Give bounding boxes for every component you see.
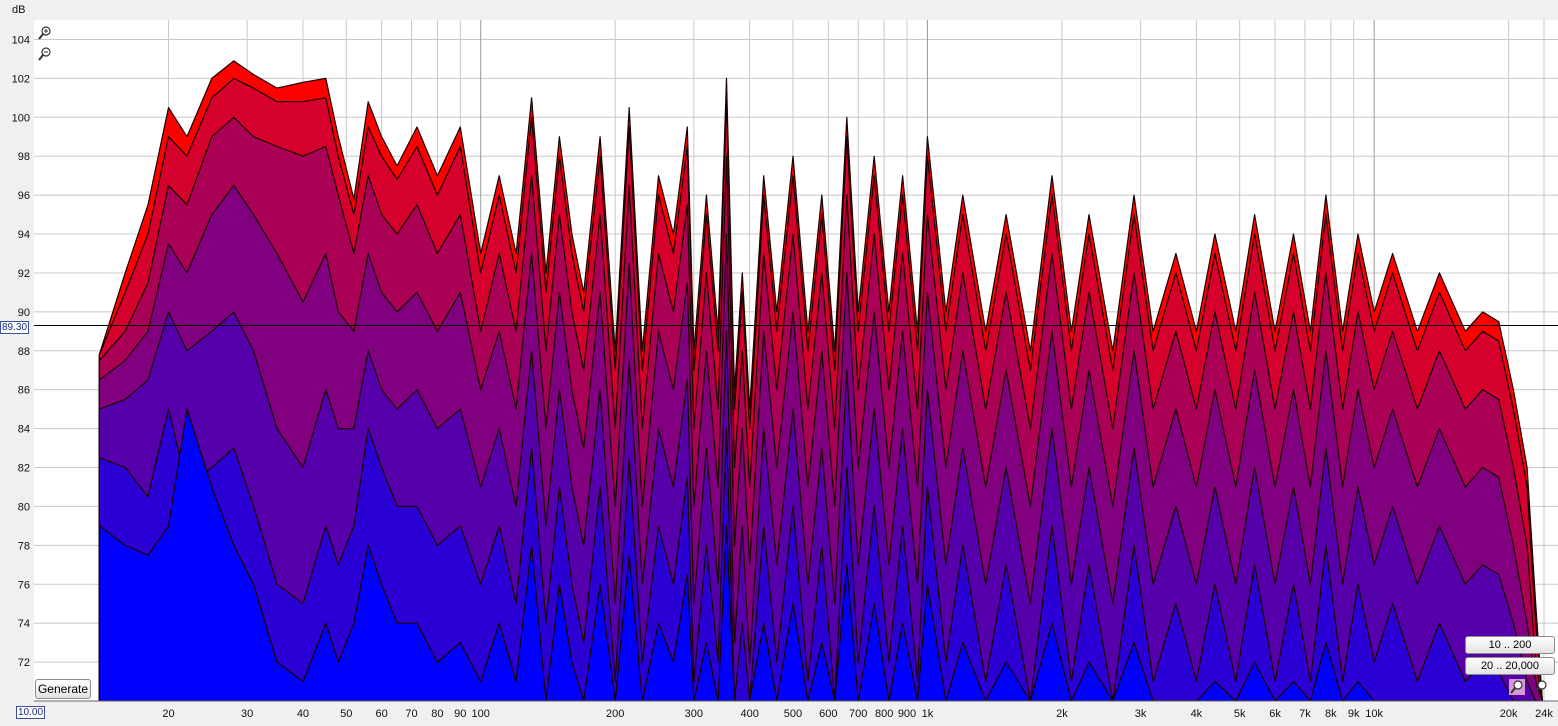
y-tick-label: 76 (18, 579, 30, 591)
x-tick-label: 4k (1191, 708, 1203, 720)
cursor-level-readout: 89.30 (0, 321, 30, 334)
y-tick-labels: 72 74 76 78 80 82 84 86 88 90 92 94 96 98 100 102 104 (12, 34, 30, 669)
x-tick-label: 90 (454, 708, 466, 720)
y-tick-label: 102 (12, 73, 30, 85)
x-tick-label: 50 (340, 708, 352, 720)
zoom-out-icon[interactable] (37, 46, 53, 62)
slice-group (98, 60, 1543, 701)
range-10-200-button[interactable]: 10 .. 200 (1465, 636, 1555, 654)
x-tick-label: 7k (1299, 708, 1311, 720)
y-tick-label: 78 (18, 540, 30, 552)
x-tick-label: 500 (784, 708, 802, 720)
x-tick-label: 60 (375, 708, 387, 720)
x-tick-label: 100 (472, 708, 490, 720)
x-tick-label: 80 (431, 708, 443, 720)
x-tick-label: 3k (1135, 708, 1147, 720)
x-tick-label: 6k (1269, 708, 1281, 720)
waterfall-slice (98, 408, 1543, 701)
y-tick-label: 104 (12, 34, 30, 46)
x-tick-label: 200 (606, 708, 624, 720)
magnifier-icon[interactable] (1533, 679, 1549, 695)
y-tick-label: 72 (18, 657, 30, 669)
y-axis-label: dB (12, 4, 25, 16)
x-tick-label: 10k (1365, 708, 1383, 720)
frequency-readout[interactable]: 10.00 (16, 706, 46, 719)
y-tick-label: 90 (18, 307, 30, 319)
x-tick-label: 40 (297, 708, 309, 720)
x-tick-label: 20k (1500, 708, 1518, 720)
y-tick-label: 86 (18, 385, 30, 397)
x-tick-label: 30 (241, 708, 253, 720)
y-tick-label: 84 (18, 424, 30, 436)
x-tick-label: 1k (922, 708, 934, 720)
x-tick-label: 800 (875, 708, 893, 720)
x-tick-label: 900 (898, 708, 916, 720)
zoom-in-icon[interactable] (37, 25, 53, 41)
y-tick-label: 74 (18, 618, 30, 630)
x-tick-label: 300 (685, 708, 703, 720)
generate-button[interactable]: Generate (35, 679, 91, 699)
x-tick-label: 400 (740, 708, 758, 720)
x-tick-label: 70 (405, 708, 417, 720)
zoom-reset-icon[interactable] (1509, 679, 1525, 695)
x-tick-label: 700 (849, 708, 867, 720)
x-tick-label: 9k (1348, 708, 1360, 720)
y-tick-label: 88 (18, 346, 30, 358)
x-tick-label: 2k (1056, 708, 1068, 720)
y-tick-label: 82 (18, 463, 30, 475)
x-tick-label: 8k (1325, 708, 1337, 720)
waterfall-slice (98, 408, 1543, 701)
y-tick-label: 100 (12, 112, 30, 124)
x-tick-label: 5k (1234, 708, 1246, 720)
y-tick-label: 96 (18, 190, 30, 202)
x-tick-label: 24k (1535, 708, 1553, 720)
y-tick-label: 98 (18, 151, 30, 163)
range-20-20000-button[interactable]: 20 .. 20,000 (1465, 657, 1555, 675)
y-tick-label: 80 (18, 501, 30, 513)
x-tick-label: 600 (819, 708, 837, 720)
y-tick-label: 94 (18, 229, 30, 241)
x-tick-label: 20 (162, 708, 174, 720)
x-tick-labels: 20 30 40 50 60 70 80 90 100 200 300 400 500 600 700 800… (162, 708, 1553, 720)
y-tick-label: 92 (18, 268, 30, 280)
